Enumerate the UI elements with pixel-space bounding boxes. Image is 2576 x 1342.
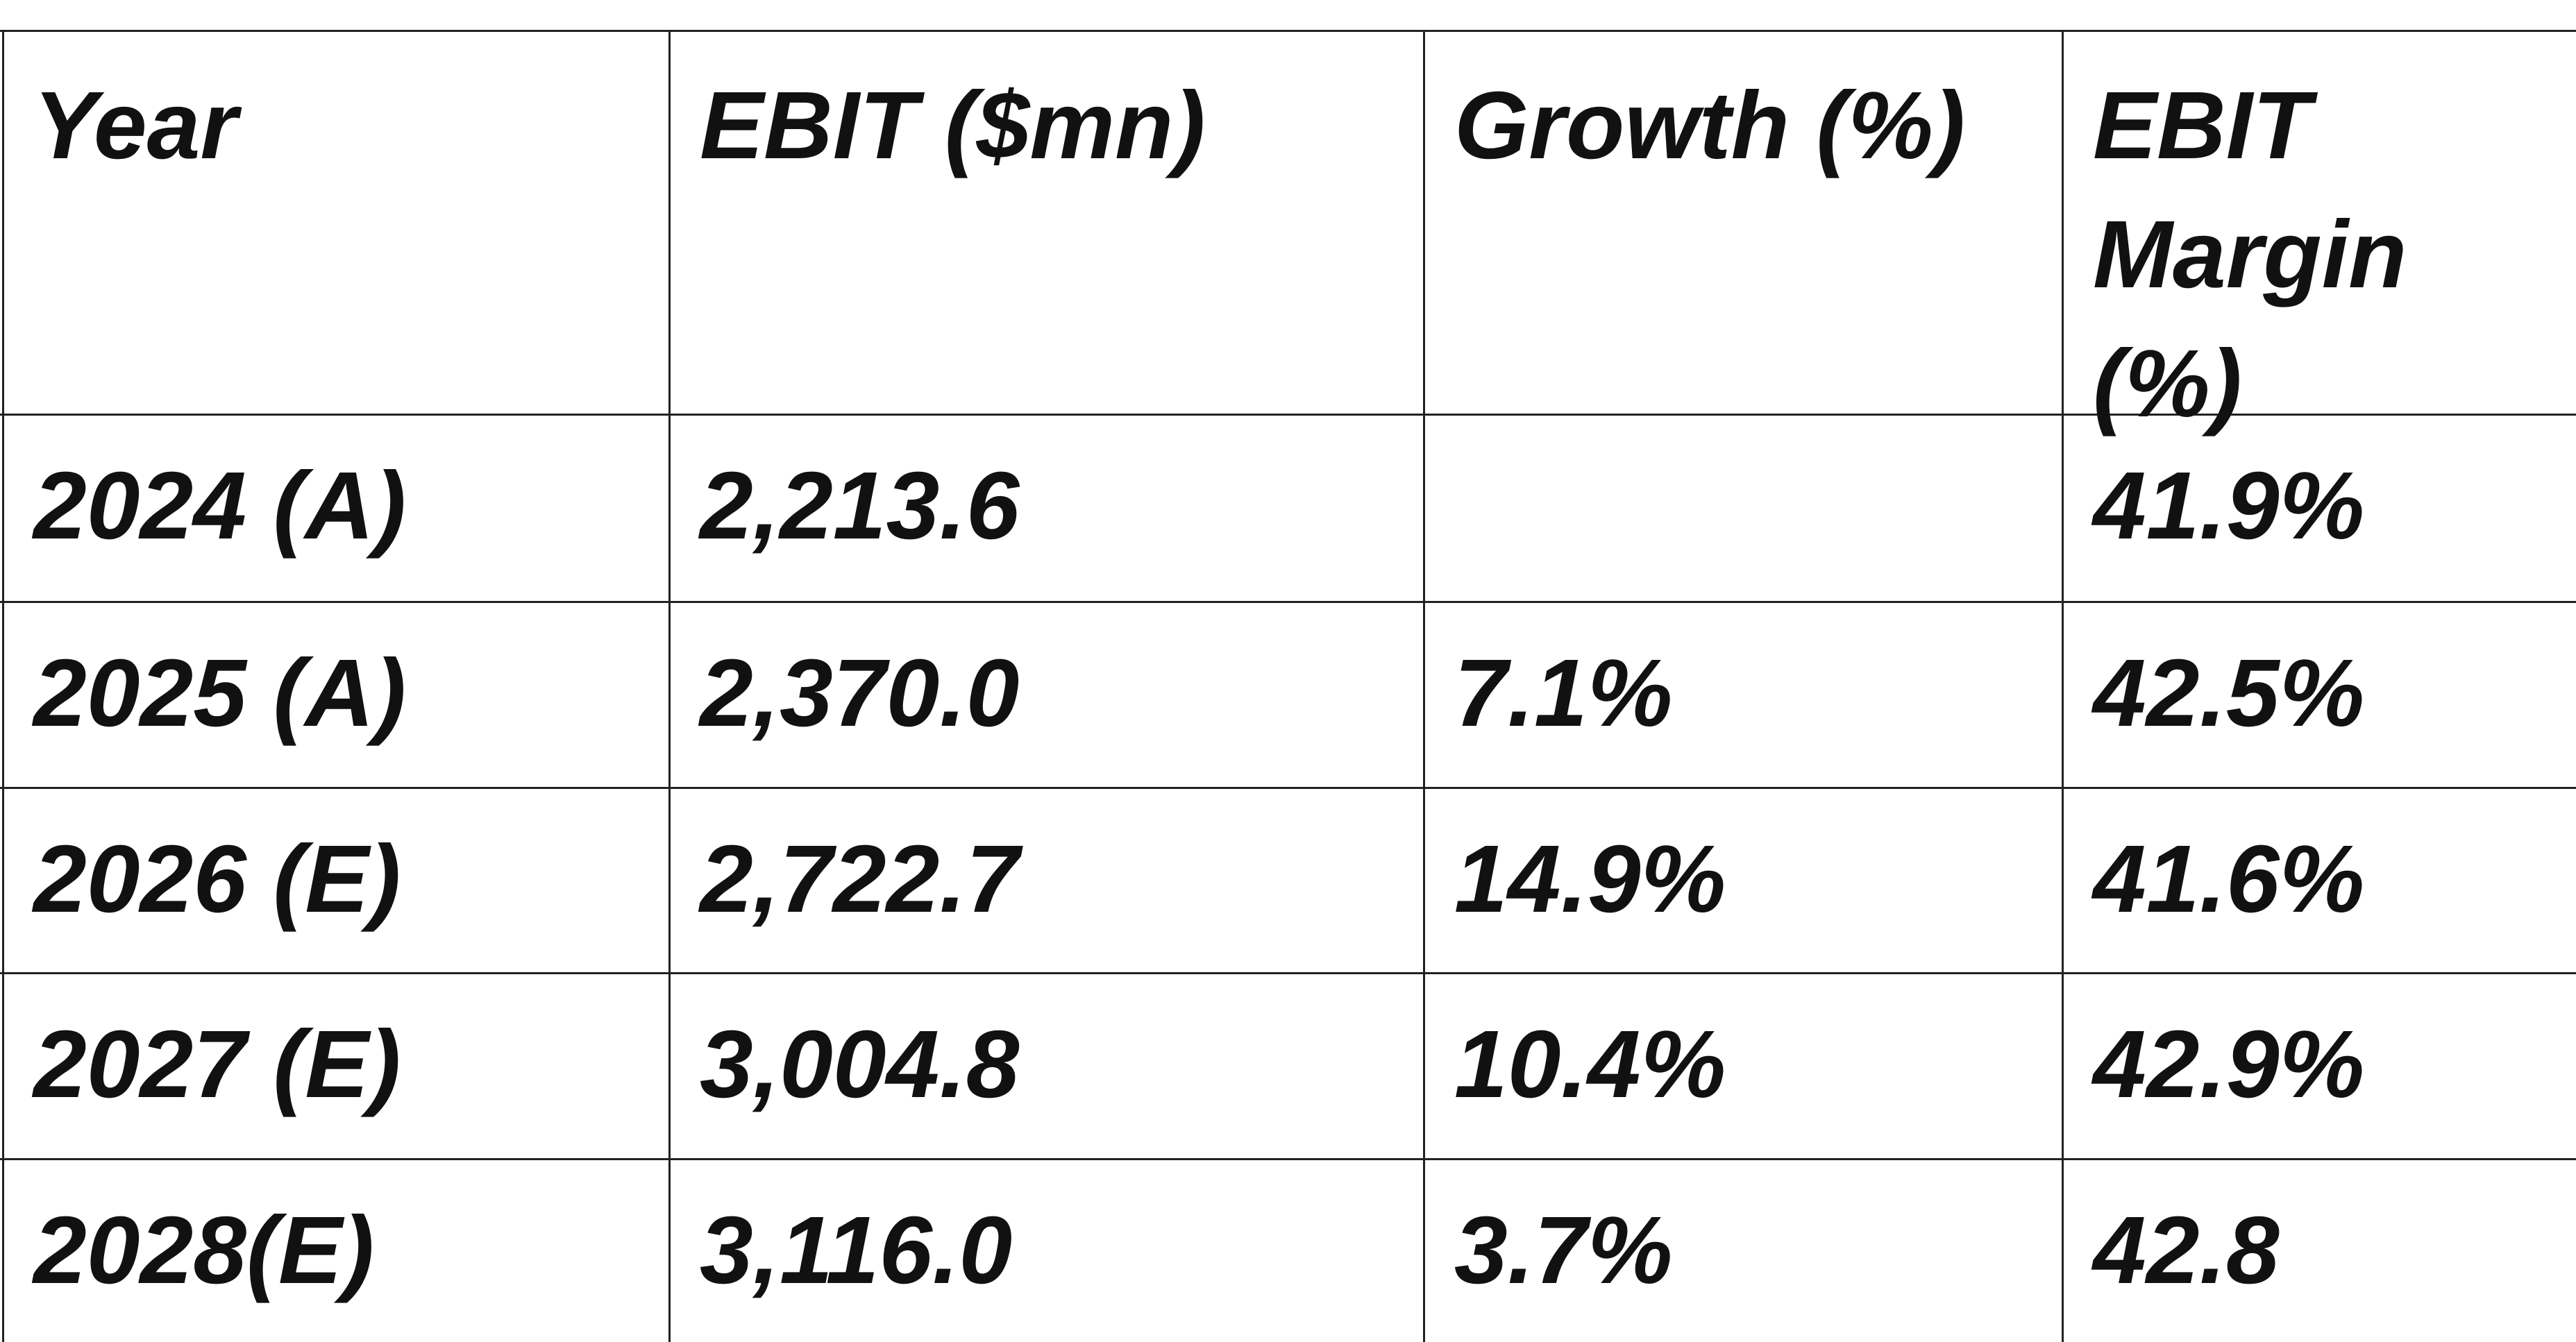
table-cell: 2025 (A) (33, 640, 406, 747)
row-border (0, 787, 2576, 789)
column-border (668, 30, 671, 1342)
table-cell: 2,722.7 (700, 826, 1020, 933)
table-cell: 3,004.8 (700, 1011, 1020, 1118)
table-cell: 10.4% (1454, 1011, 1726, 1118)
header-cell: Growth (%) (1454, 72, 1965, 179)
table-cell: 41.6% (2093, 826, 2365, 933)
row-border (0, 30, 2576, 32)
table-cell: 41.9% (2093, 452, 2365, 559)
table-cell: 2026 (E) (33, 826, 401, 933)
table-cell: 42.9% (2093, 1011, 2365, 1118)
row-border (0, 601, 2576, 603)
row-border (0, 1158, 2576, 1160)
table-cell: 2027 (E) (33, 1011, 401, 1118)
column-border (1423, 30, 1425, 1342)
table-cell: 2,213.6 (700, 452, 1020, 559)
table-cell: 2,370.0 (700, 640, 1020, 747)
row-border (0, 414, 2576, 416)
header-cell: Year (33, 72, 238, 179)
column-border (2, 30, 4, 1342)
row-border (0, 972, 2576, 974)
table-cell: 2024 (A) (33, 452, 406, 559)
table-cell: 14.9% (1454, 826, 1726, 933)
table-cell: 3.7% (1454, 1197, 1673, 1304)
table-cell: 42.5% (2093, 640, 2365, 747)
table-cell: 7.1% (1454, 640, 1673, 747)
column-border (2062, 30, 2064, 1342)
table-cell: 3,116.0 (700, 1197, 1013, 1304)
header-cell: EBIT Margin (%) (2093, 72, 2407, 437)
table-cell: 42.8 (2093, 1197, 2280, 1304)
table-cell: 2028(E) (33, 1197, 374, 1304)
header-cell: EBIT ($mn) (700, 72, 1206, 179)
